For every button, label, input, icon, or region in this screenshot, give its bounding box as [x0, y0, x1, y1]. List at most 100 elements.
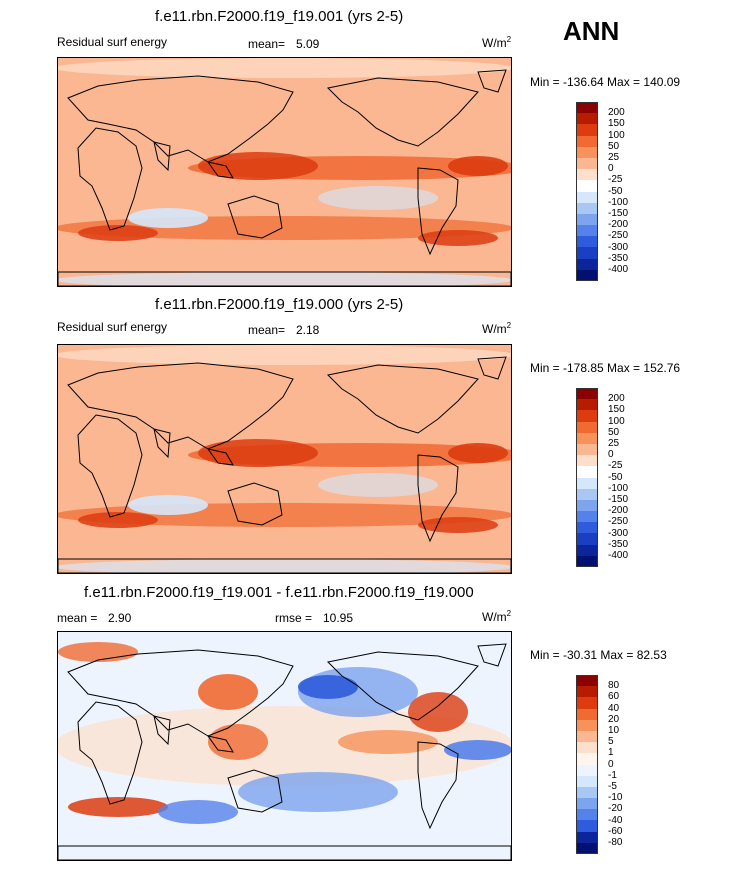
colorbar-swatch: [576, 831, 598, 843]
colorbar-swatch: [576, 697, 598, 709]
colorbar-swatch: [576, 753, 598, 765]
colorbar-swatch: [576, 157, 598, 170]
colorbar-tick-label: -25: [608, 174, 623, 186]
colorbar-swatch: [576, 477, 598, 489]
panel1-mean-value: 5.09: [296, 37, 320, 51]
colorbar-tick-label: -350: [608, 252, 629, 264]
field-contours: [58, 345, 511, 573]
colorbar-tick-label: -20: [608, 803, 623, 815]
panel2-mean-value: 2.18: [296, 323, 320, 337]
colorbar-tick-label: -40: [608, 814, 623, 826]
colorbar-swatch: [576, 466, 598, 478]
colorbar-swatch: [576, 169, 598, 181]
colorbar-swatch: [576, 455, 598, 467]
field-contours: [58, 642, 511, 824]
colorbar-swatch: [576, 191, 598, 203]
colorbar-swatch: [576, 180, 598, 192]
panel3-mean-value: 2.90: [108, 611, 132, 625]
colorbar-tick-label: 5: [608, 736, 614, 748]
panel1-title: f.e11.rbn.F2000.f19_f19.001 (yrs 2-5): [155, 8, 404, 25]
colorbar-tick-label: 150: [608, 118, 625, 130]
colorbar-swatch: [576, 247, 598, 259]
colorbar-tick-label: 50: [608, 426, 620, 438]
panel3-rmse-label: rmse =: [275, 611, 313, 625]
colorbar-tick-label: -60: [608, 825, 623, 837]
panel3-units: W/m2: [482, 609, 512, 624]
colorbar-swatch: [576, 809, 598, 821]
panel3-map: [57, 631, 512, 861]
colorbar-tick-label: 60: [608, 691, 620, 703]
panel1-units: W/m2: [482, 35, 512, 50]
colorbar-tick-label: 100: [608, 415, 625, 427]
panel3-minmax: Min = -30.31 Max = 82.53: [530, 648, 667, 662]
colorbar-swatch: [576, 146, 598, 158]
colorbar-tick-label: -10: [608, 792, 623, 804]
colorbar-tick-label: -300: [608, 527, 629, 539]
colorbar-tick-label: -150: [608, 208, 629, 219]
colorbar-tick-label: -250: [608, 516, 629, 528]
colorbar-swatch: [576, 786, 598, 799]
colorbar-tick-label: -5: [608, 781, 617, 792]
colorbar-swatch: [576, 533, 598, 545]
panel2-minmax: Min = -178.85 Max = 152.76: [530, 361, 681, 375]
colorbar-swatch: [576, 708, 598, 720]
colorbar-tick-label: 10: [608, 725, 620, 736]
colorbar-tick-label: -300: [608, 241, 629, 253]
colorbar-swatch: [576, 443, 598, 456]
panel1-map: [57, 57, 512, 287]
colorbar-swatch: [576, 213, 598, 226]
panel3-rmse-value: 10.95: [323, 611, 354, 625]
coastlines: [58, 69, 511, 286]
colorbar-swatch: [576, 432, 598, 444]
colorbar-tick-label: 100: [608, 129, 625, 141]
colorbar-tick-label: -350: [608, 538, 629, 550]
colorbar-tick-label: -400: [608, 264, 629, 275]
colorbar-swatch: [576, 842, 598, 854]
colorbar-swatch: [576, 236, 598, 248]
colorbar-tick-label: -400: [608, 550, 629, 561]
panel3-colorbar: [576, 675, 598, 854]
colorbar-tick-label: -200: [608, 219, 629, 231]
colorbar-swatch: [576, 421, 598, 433]
panel2-mean-label: mean=: [248, 323, 286, 337]
colorbar-swatch: [576, 764, 598, 776]
colorbar-swatch: [576, 686, 598, 698]
colorbar-swatch: [576, 798, 598, 810]
colorbar-swatch: [576, 730, 598, 743]
colorbar-swatch: [576, 820, 598, 832]
colorbar-swatch: [576, 399, 598, 411]
colorbar-tick-label: 0: [608, 758, 614, 770]
colorbar-swatch: [576, 742, 598, 754]
colorbar-tick-label: -100: [608, 196, 629, 208]
colorbar-tick-label: 1: [608, 747, 614, 759]
colorbar-tick-label: -250: [608, 230, 629, 242]
panel1-field-label: Residual surf energy: [57, 35, 168, 49]
colorbar-tick-label: 20: [608, 713, 620, 725]
colorbar-swatch: [576, 775, 598, 787]
panel3-mean-label: mean =: [57, 611, 98, 625]
panel3-title: f.e11.rbn.F2000.f19_f19.001 - f.e11.rbn.…: [84, 584, 474, 601]
colorbar-tick-label: 25: [608, 152, 620, 163]
colorbar-tick-label: 200: [608, 393, 625, 405]
colorbar-swatch: [576, 555, 598, 567]
colorbar-tick-label: -200: [608, 505, 629, 517]
colorbar-tick-label: -100: [608, 482, 629, 494]
colorbar-swatch: [576, 719, 598, 731]
colorbar-swatch: [576, 675, 598, 687]
colorbar-tick-label: 50: [608, 140, 620, 152]
colorbar-tick-label: 0: [608, 163, 614, 175]
colorbar-swatch: [576, 225, 598, 237]
colorbar-tick-label: 80: [608, 680, 620, 692]
panel1-mean-label: mean=: [248, 37, 286, 51]
colorbar-tick-label: 40: [608, 702, 620, 714]
colorbar-tick-label: -150: [608, 494, 629, 505]
coastlines: [58, 643, 511, 860]
colorbar-swatch: [576, 124, 598, 136]
colorbar-tick-label: -80: [608, 837, 623, 848]
colorbar-swatch: [576, 202, 598, 214]
season-label: ANN: [563, 16, 620, 46]
panel2-field-label: Residual surf energy: [57, 320, 168, 334]
colorbar-swatch: [576, 410, 598, 422]
panel2-title: f.e11.rbn.F2000.f19_f19.000 (yrs 2-5): [155, 296, 404, 313]
colorbar-swatch: [576, 511, 598, 523]
